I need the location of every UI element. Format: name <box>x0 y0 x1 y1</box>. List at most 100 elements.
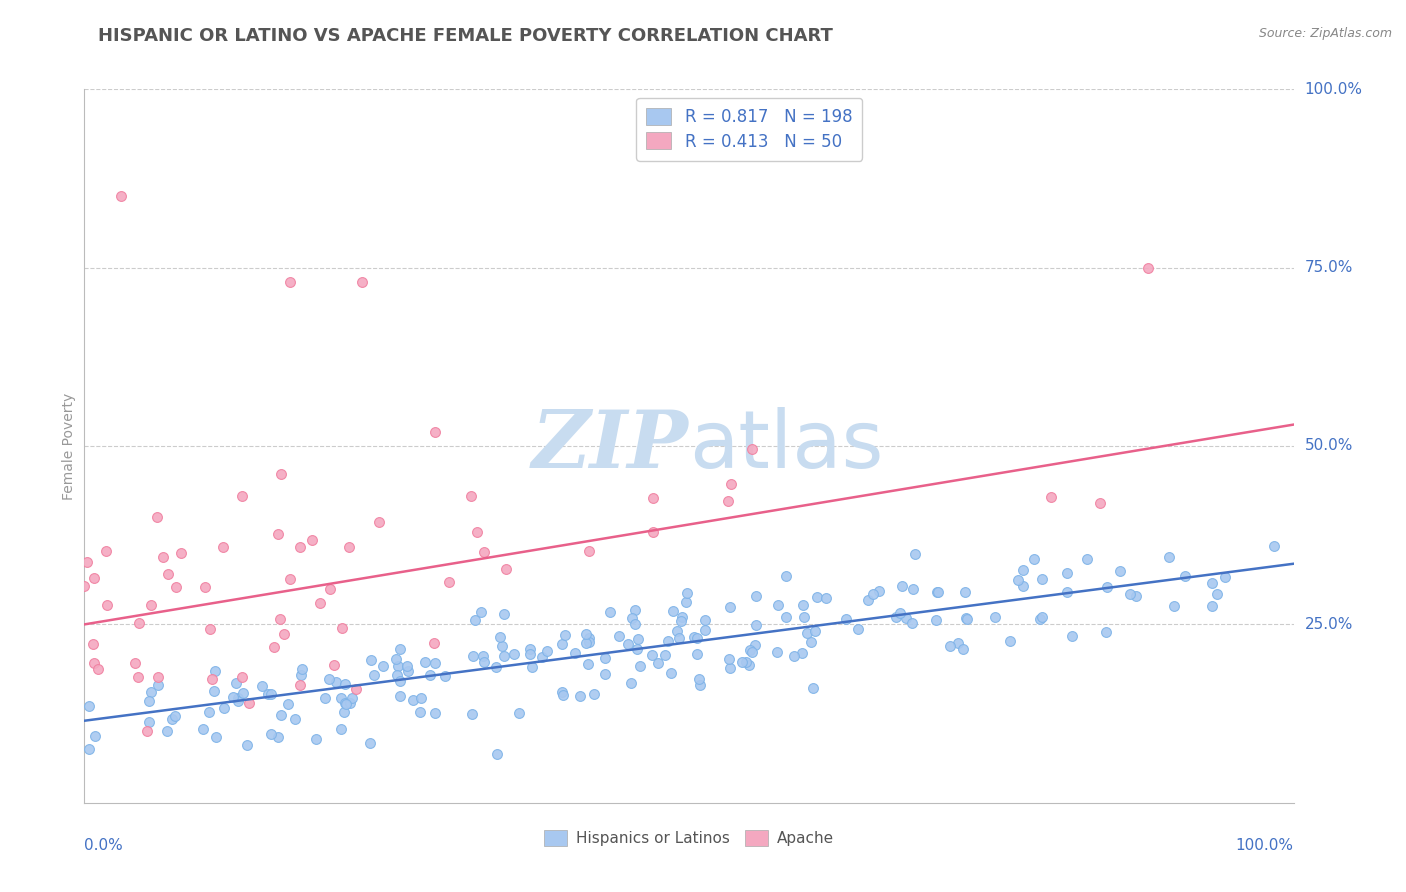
Point <box>465 525 488 540</box>
Point <box>1056 585 1078 599</box>
Point <box>194 580 217 594</box>
Text: 100.0%: 100.0% <box>1305 82 1362 96</box>
Point <box>766 645 789 659</box>
Point <box>329 723 352 737</box>
Point <box>647 656 669 670</box>
Point <box>163 708 186 723</box>
Point <box>624 617 647 632</box>
Point <box>256 687 278 701</box>
Point <box>607 628 630 642</box>
Point <box>492 607 515 622</box>
Text: HISPANIC OR LATINO VS APACHE FEMALE POVERTY CORRELATION CHART: HISPANIC OR LATINO VS APACHE FEMALE POVE… <box>98 27 834 45</box>
Point <box>946 636 969 650</box>
Point <box>783 648 806 663</box>
Point <box>278 573 301 587</box>
Point <box>491 639 513 653</box>
Point <box>1157 549 1180 564</box>
Point <box>1060 629 1083 643</box>
Point <box>792 599 814 613</box>
Point <box>124 656 146 670</box>
Point <box>720 661 742 675</box>
Point <box>800 635 823 649</box>
Point <box>198 705 221 719</box>
Point <box>796 625 818 640</box>
Point <box>290 540 312 554</box>
Point <box>156 723 179 738</box>
Point <box>301 533 323 548</box>
Point <box>503 648 526 662</box>
Point <box>335 698 357 712</box>
Text: atlas: atlas <box>689 407 883 485</box>
Point <box>578 635 600 649</box>
Point <box>983 610 1005 624</box>
Point <box>1201 576 1223 591</box>
Point <box>1076 551 1098 566</box>
Y-axis label: Female Poverty: Female Poverty <box>62 392 76 500</box>
Point <box>1056 566 1078 580</box>
Point <box>741 442 763 456</box>
Text: 100.0%: 100.0% <box>1236 838 1294 853</box>
Point <box>201 672 224 686</box>
Point <box>333 705 356 719</box>
Point <box>1012 579 1035 593</box>
Point <box>806 590 828 604</box>
Point <box>308 596 330 610</box>
Point <box>1108 564 1130 578</box>
Point <box>170 546 193 560</box>
Point <box>553 688 575 702</box>
Point <box>688 672 710 686</box>
Point <box>225 676 247 690</box>
Point <box>330 621 353 635</box>
Point <box>492 648 515 663</box>
Point <box>329 690 352 705</box>
Point <box>814 591 837 606</box>
Point <box>519 642 541 657</box>
Point <box>738 657 761 672</box>
Point <box>1206 587 1229 601</box>
Point <box>693 613 716 627</box>
Point <box>270 467 292 482</box>
Point <box>574 627 596 641</box>
Point <box>620 610 643 624</box>
Point <box>868 583 890 598</box>
Point <box>260 727 283 741</box>
Point <box>423 636 446 650</box>
Point <box>643 491 665 506</box>
Point <box>226 691 249 706</box>
Point <box>718 599 741 614</box>
Point <box>360 653 382 667</box>
Point <box>939 640 962 654</box>
Point <box>344 681 367 696</box>
Point <box>793 610 815 624</box>
Point <box>461 707 484 722</box>
Point <box>373 659 395 673</box>
Point <box>662 604 685 618</box>
Point <box>318 672 340 686</box>
Point <box>470 605 492 619</box>
Point <box>110 189 132 203</box>
Point <box>1088 496 1111 510</box>
Point <box>955 611 977 625</box>
Point <box>419 667 441 681</box>
Point <box>846 622 869 636</box>
Point <box>695 623 717 637</box>
Point <box>1174 568 1197 582</box>
Point <box>212 701 235 715</box>
Point <box>352 275 374 289</box>
Point <box>568 689 591 703</box>
Point <box>654 648 676 663</box>
Point <box>718 651 741 665</box>
Point <box>269 612 291 626</box>
Text: 25.0%: 25.0% <box>1305 617 1353 632</box>
Point <box>236 738 259 752</box>
Text: Source: ZipAtlas.com: Source: ZipAtlas.com <box>1258 27 1392 40</box>
Point <box>952 641 974 656</box>
Point <box>290 668 312 682</box>
Point <box>593 667 616 681</box>
Point <box>333 697 356 711</box>
Point <box>359 736 381 750</box>
Point <box>136 724 159 739</box>
Point <box>927 585 949 599</box>
Point <box>388 642 411 657</box>
Point <box>1201 599 1223 614</box>
